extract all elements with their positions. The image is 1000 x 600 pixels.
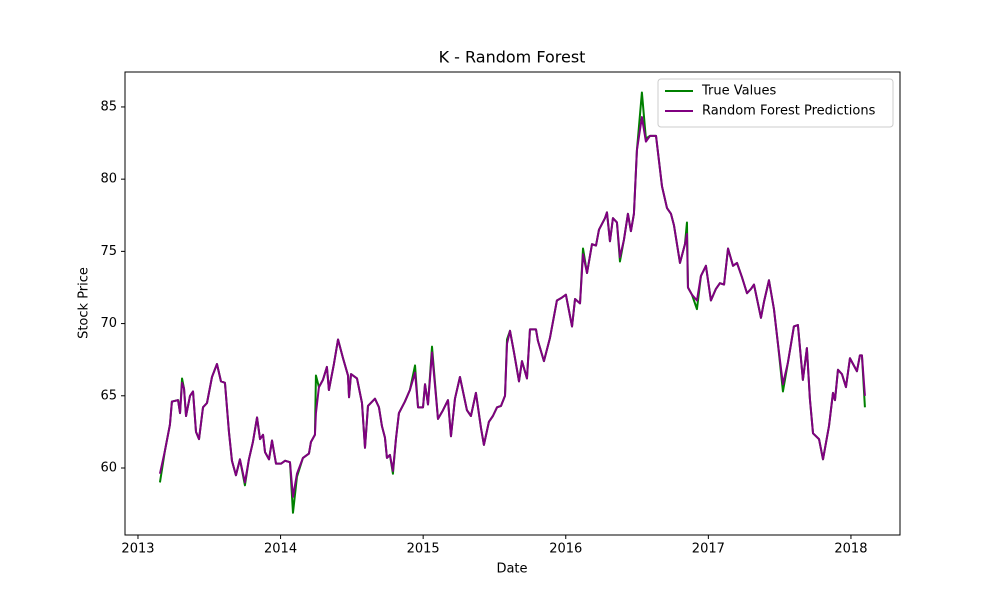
y-tick-label: 65 xyxy=(100,388,117,403)
line-series xyxy=(158,116,866,498)
chart-title: K - Random Forest xyxy=(439,48,586,67)
y-tick-label: 75 xyxy=(100,244,117,259)
y-tick-label: 80 xyxy=(100,172,117,187)
x-axis-label: Date xyxy=(496,562,527,577)
legend-box xyxy=(657,78,894,128)
y-axis-label: Stock Price xyxy=(77,267,92,339)
x-tick-label: 2018 xyxy=(834,542,867,557)
x-tick-label: 2016 xyxy=(549,542,582,557)
legend-label: Random Forest Predictions xyxy=(702,104,876,119)
y-tick-label: 70 xyxy=(100,316,117,331)
axes-frame xyxy=(124,71,901,536)
y-tick-label: 60 xyxy=(100,460,117,475)
y-tick-label: 85 xyxy=(100,99,117,114)
x-tick-label: 2013 xyxy=(121,542,154,557)
x-tick-label: 2014 xyxy=(264,542,297,557)
x-tick-label: 2017 xyxy=(692,542,725,557)
legend-label: True Values xyxy=(701,84,776,99)
x-tick-label: 2015 xyxy=(407,542,440,557)
